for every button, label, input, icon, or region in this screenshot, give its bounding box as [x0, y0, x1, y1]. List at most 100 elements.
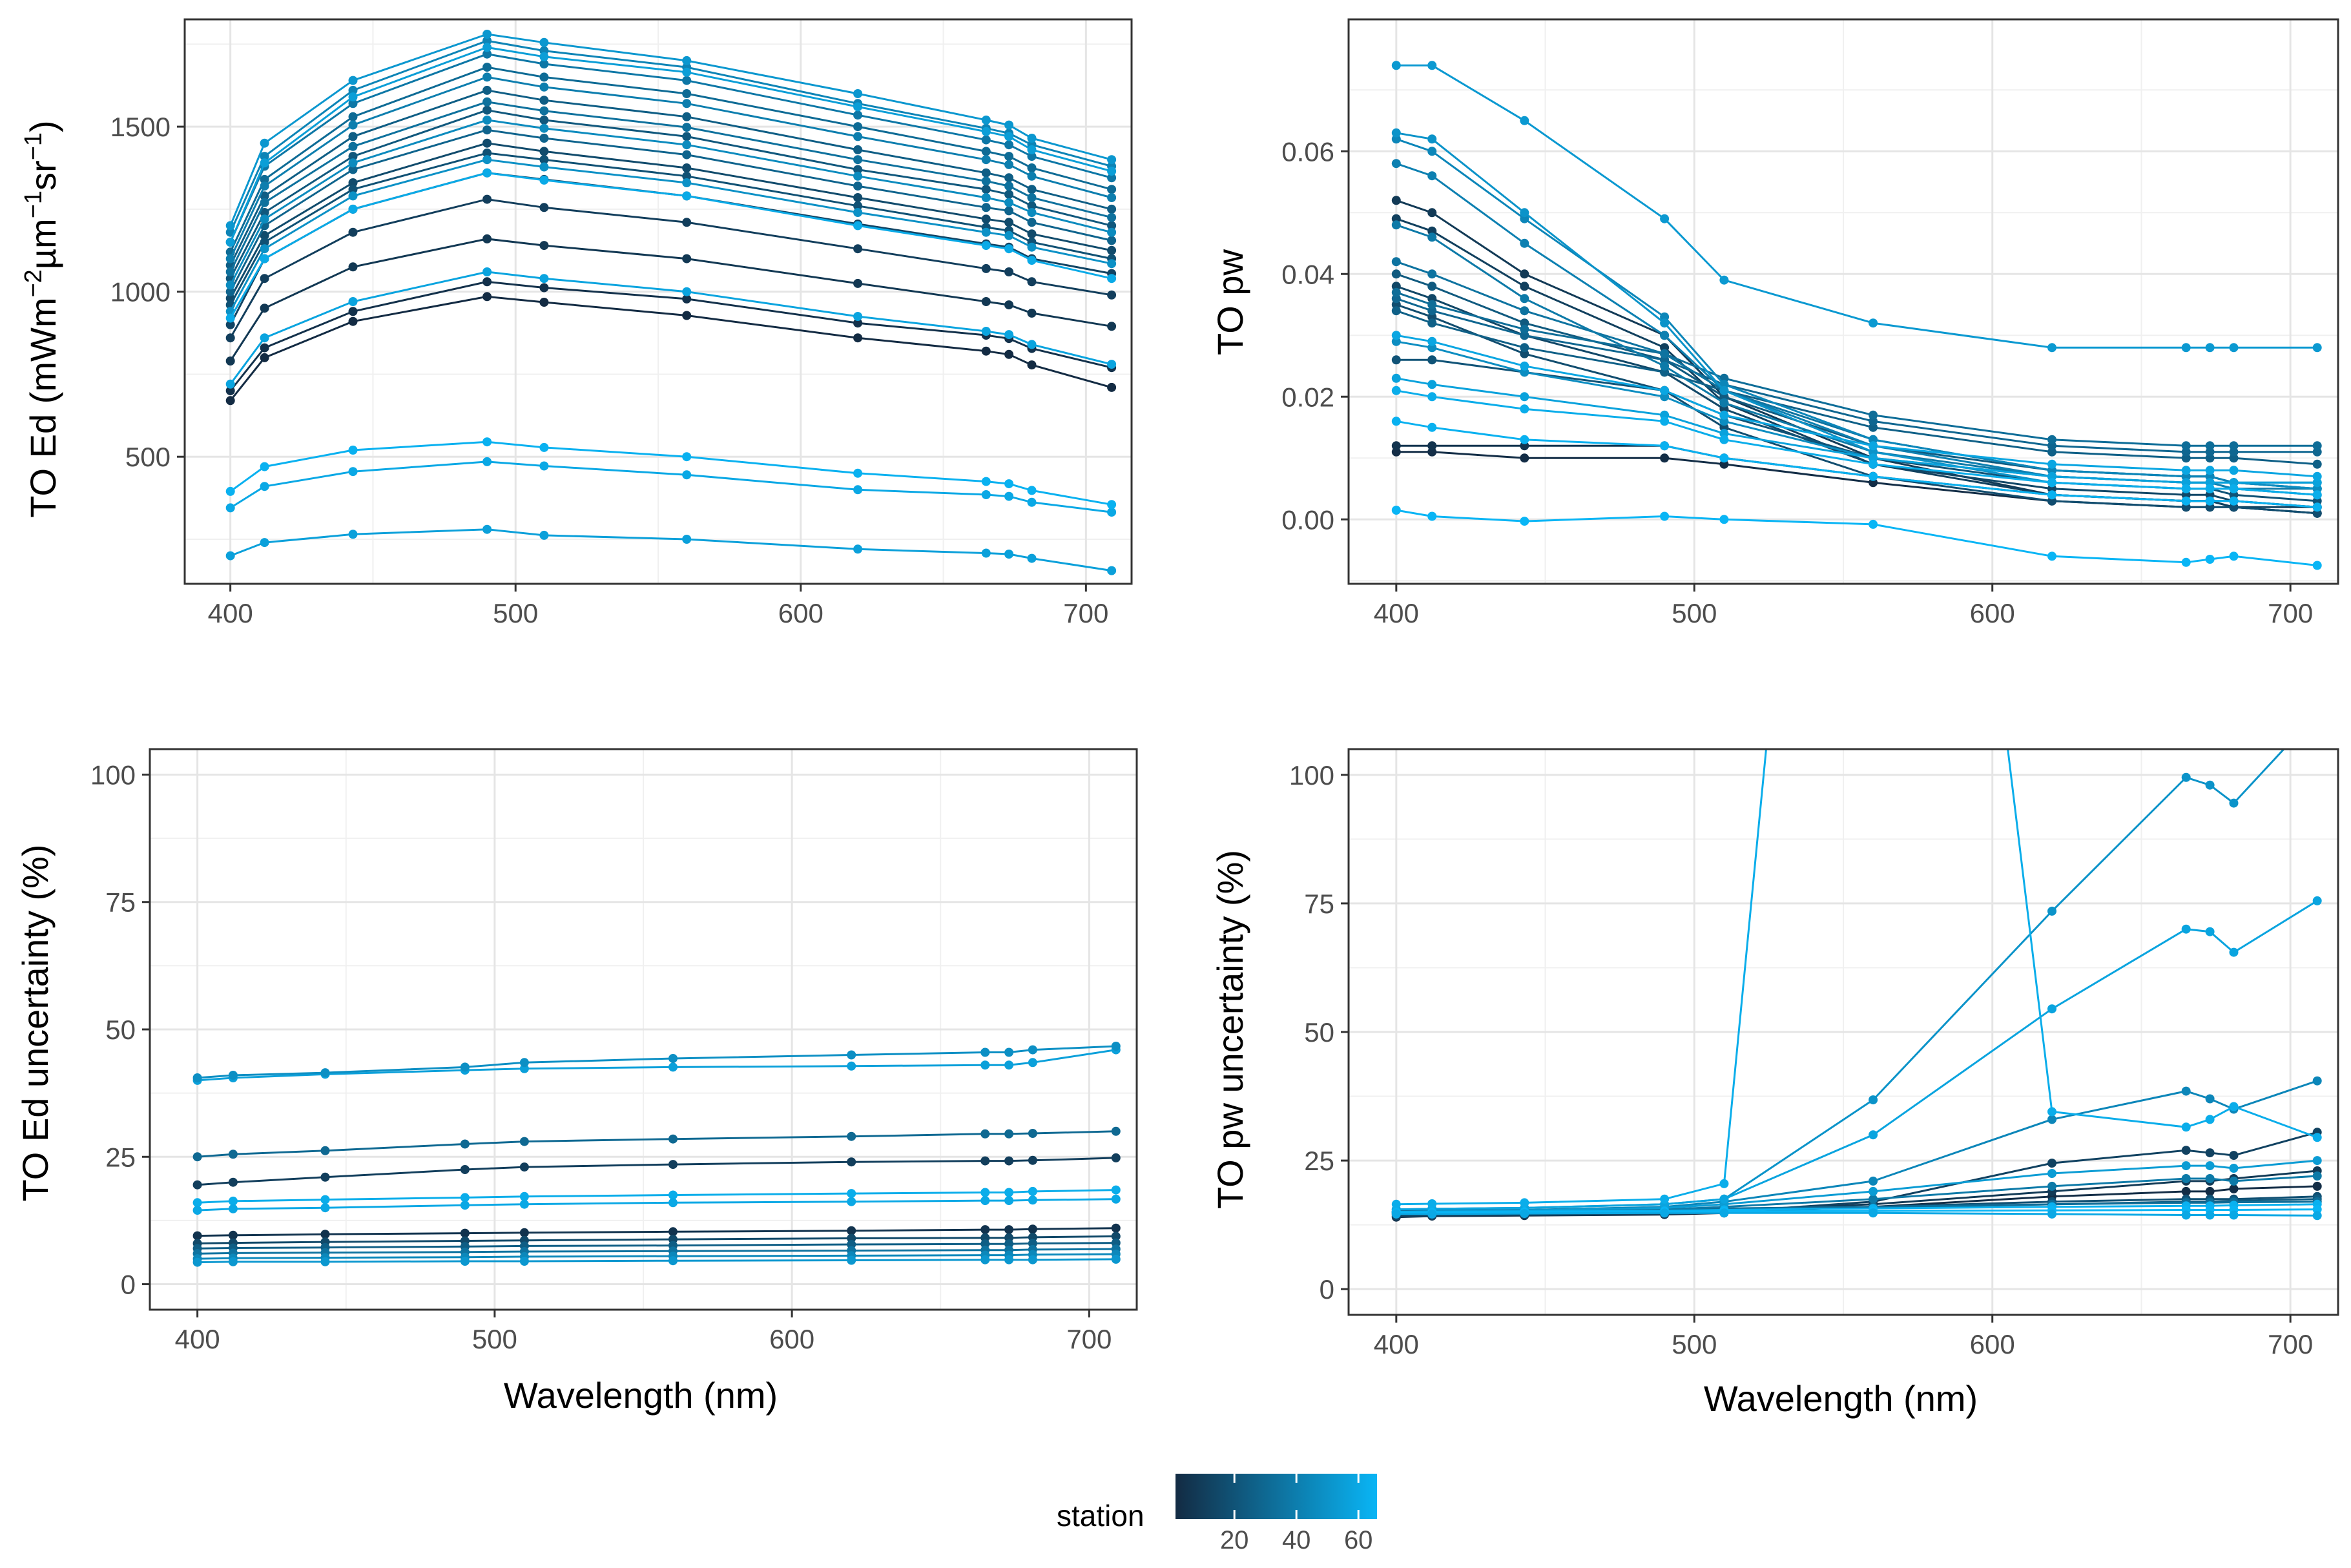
- ed_unc-series-5: [192, 1223, 1121, 1241]
- pw-data-point: [1660, 441, 1670, 451]
- ed_unc-data-point: [1004, 1129, 1014, 1139]
- ed-data-point: [225, 396, 235, 406]
- ed_unc-data-point: [320, 1146, 330, 1155]
- ed-data-point: [539, 82, 549, 92]
- ed-data-point: [1027, 340, 1037, 349]
- pw-data-point: [1391, 220, 1401, 230]
- ed_unc-data-point: [980, 1129, 990, 1139]
- pw_unc-data-point: [2312, 1204, 2322, 1214]
- ed-data-point: [260, 482, 269, 491]
- ed-data-point: [482, 168, 492, 178]
- ed-data-point: [1027, 229, 1037, 239]
- ed-series-28: [225, 125, 1117, 296]
- pw-x-tick-label: 700: [2268, 598, 2313, 628]
- pw-data-point: [1520, 208, 1529, 218]
- ed-data-point: [682, 89, 692, 98]
- legend-tick-label: 40: [1282, 1526, 1311, 1554]
- ed-data-point: [682, 191, 692, 201]
- ed-data-point: [981, 241, 991, 251]
- ed-data-point: [348, 85, 358, 95]
- ed_unc-data-point: [192, 1073, 202, 1082]
- ed-series-31: [225, 63, 1117, 257]
- ed-data-point: [981, 548, 991, 558]
- ed-data-point: [348, 112, 358, 121]
- pw-data-point: [2205, 555, 2215, 564]
- ed-data-point: [853, 145, 863, 154]
- ed-data-point: [1027, 152, 1037, 161]
- ed-data-point: [981, 135, 991, 145]
- ed_unc-data-point: [460, 1165, 470, 1174]
- ed-data-point: [348, 92, 358, 102]
- pw-data-point: [2312, 441, 2322, 451]
- ed_unc-data-point: [847, 1197, 856, 1206]
- ed-data-point: [482, 234, 492, 243]
- ed-y-tick-label: 500: [125, 442, 171, 472]
- ed-data-point: [981, 490, 991, 499]
- ed-series-52: [225, 30, 1117, 231]
- pw-data-point: [2229, 484, 2239, 493]
- ed-data-point: [1107, 167, 1117, 176]
- ed_unc-data-point: [320, 1172, 330, 1182]
- ed_unc-data-point: [668, 1256, 678, 1266]
- pw-data-point: [1391, 159, 1401, 169]
- ed-data-point: [539, 115, 549, 125]
- ed-data-point: [482, 49, 492, 59]
- pw_unc-series-62: [1391, 749, 2322, 1209]
- ed_unc-data-point: [847, 1061, 856, 1071]
- pw_unc-data-point: [2312, 1076, 2322, 1086]
- pw_unc-data-point: [2312, 1171, 2322, 1181]
- ed-data-point: [348, 227, 358, 237]
- pw-data-point: [2205, 466, 2215, 475]
- pw-data-point: [1391, 386, 1401, 395]
- ed-data-point: [482, 155, 492, 165]
- ed-data-point: [682, 67, 692, 77]
- ed-data-point: [1004, 349, 1014, 359]
- ed_unc-data-point: [519, 1162, 529, 1172]
- ed-series-56: [225, 524, 1117, 575]
- legend-ticks: 20 40 60: [1220, 1474, 1372, 1554]
- ed-data-point: [853, 468, 863, 478]
- ed-data-point: [682, 535, 692, 544]
- ed-data-point: [539, 134, 549, 143]
- ed-data-point: [1004, 491, 1014, 501]
- pw_unc-data-point: [2312, 896, 2322, 905]
- ed-data-point: [981, 477, 991, 486]
- pw_unc-data-point: [2047, 1169, 2056, 1178]
- ed-series-10: [225, 194, 1117, 343]
- ed-data-point: [682, 163, 692, 172]
- pw-data-point: [2229, 552, 2239, 561]
- ed-data-point: [853, 165, 863, 174]
- pw-data-point: [1391, 331, 1401, 340]
- pw-data-point: [2181, 557, 2191, 567]
- pw-data-point: [1520, 361, 1529, 371]
- ed_unc-x-tick-label: 400: [175, 1324, 220, 1354]
- ed-data-point: [539, 52, 549, 61]
- ed-data-point: [1004, 231, 1014, 240]
- ed-data-point: [1004, 152, 1014, 161]
- pw_unc-y-tick-label: 25: [1304, 1146, 1334, 1176]
- pw_unc-data-point: [2047, 1209, 2056, 1219]
- pw-data-point: [1660, 386, 1670, 395]
- ed-data-point: [539, 147, 549, 156]
- pw-data-point: [1391, 506, 1401, 515]
- pw_unc-data-point: [1660, 1194, 1670, 1204]
- ed-data-point: [1027, 134, 1037, 143]
- ed-data-point: [225, 356, 235, 366]
- ed-x-tick-label: 500: [493, 598, 538, 628]
- pw-uncertainty-xlabel: Wavelength (nm): [1704, 1378, 1978, 1419]
- ed-data-point: [682, 140, 692, 150]
- legend-tick-label: 20: [1220, 1526, 1249, 1554]
- ed-panel: 400 500 600 700 500 1000 1500: [110, 18, 1133, 628]
- ed_unc-data-point: [1111, 1126, 1121, 1136]
- pw-data-point: [2205, 496, 2215, 506]
- ed-data-point: [260, 231, 269, 240]
- ed-data-point: [260, 538, 269, 548]
- ed-panel-border: [183, 18, 1133, 585]
- ed_unc-data-point: [1028, 1058, 1037, 1068]
- ed-data-point: [348, 446, 358, 455]
- pw_unc-data-point: [2205, 1115, 2215, 1124]
- ed-data-point: [482, 138, 492, 148]
- ed-data-point: [539, 162, 549, 172]
- ed_unc-data-point: [847, 1226, 856, 1235]
- ed-data-point: [1107, 236, 1117, 245]
